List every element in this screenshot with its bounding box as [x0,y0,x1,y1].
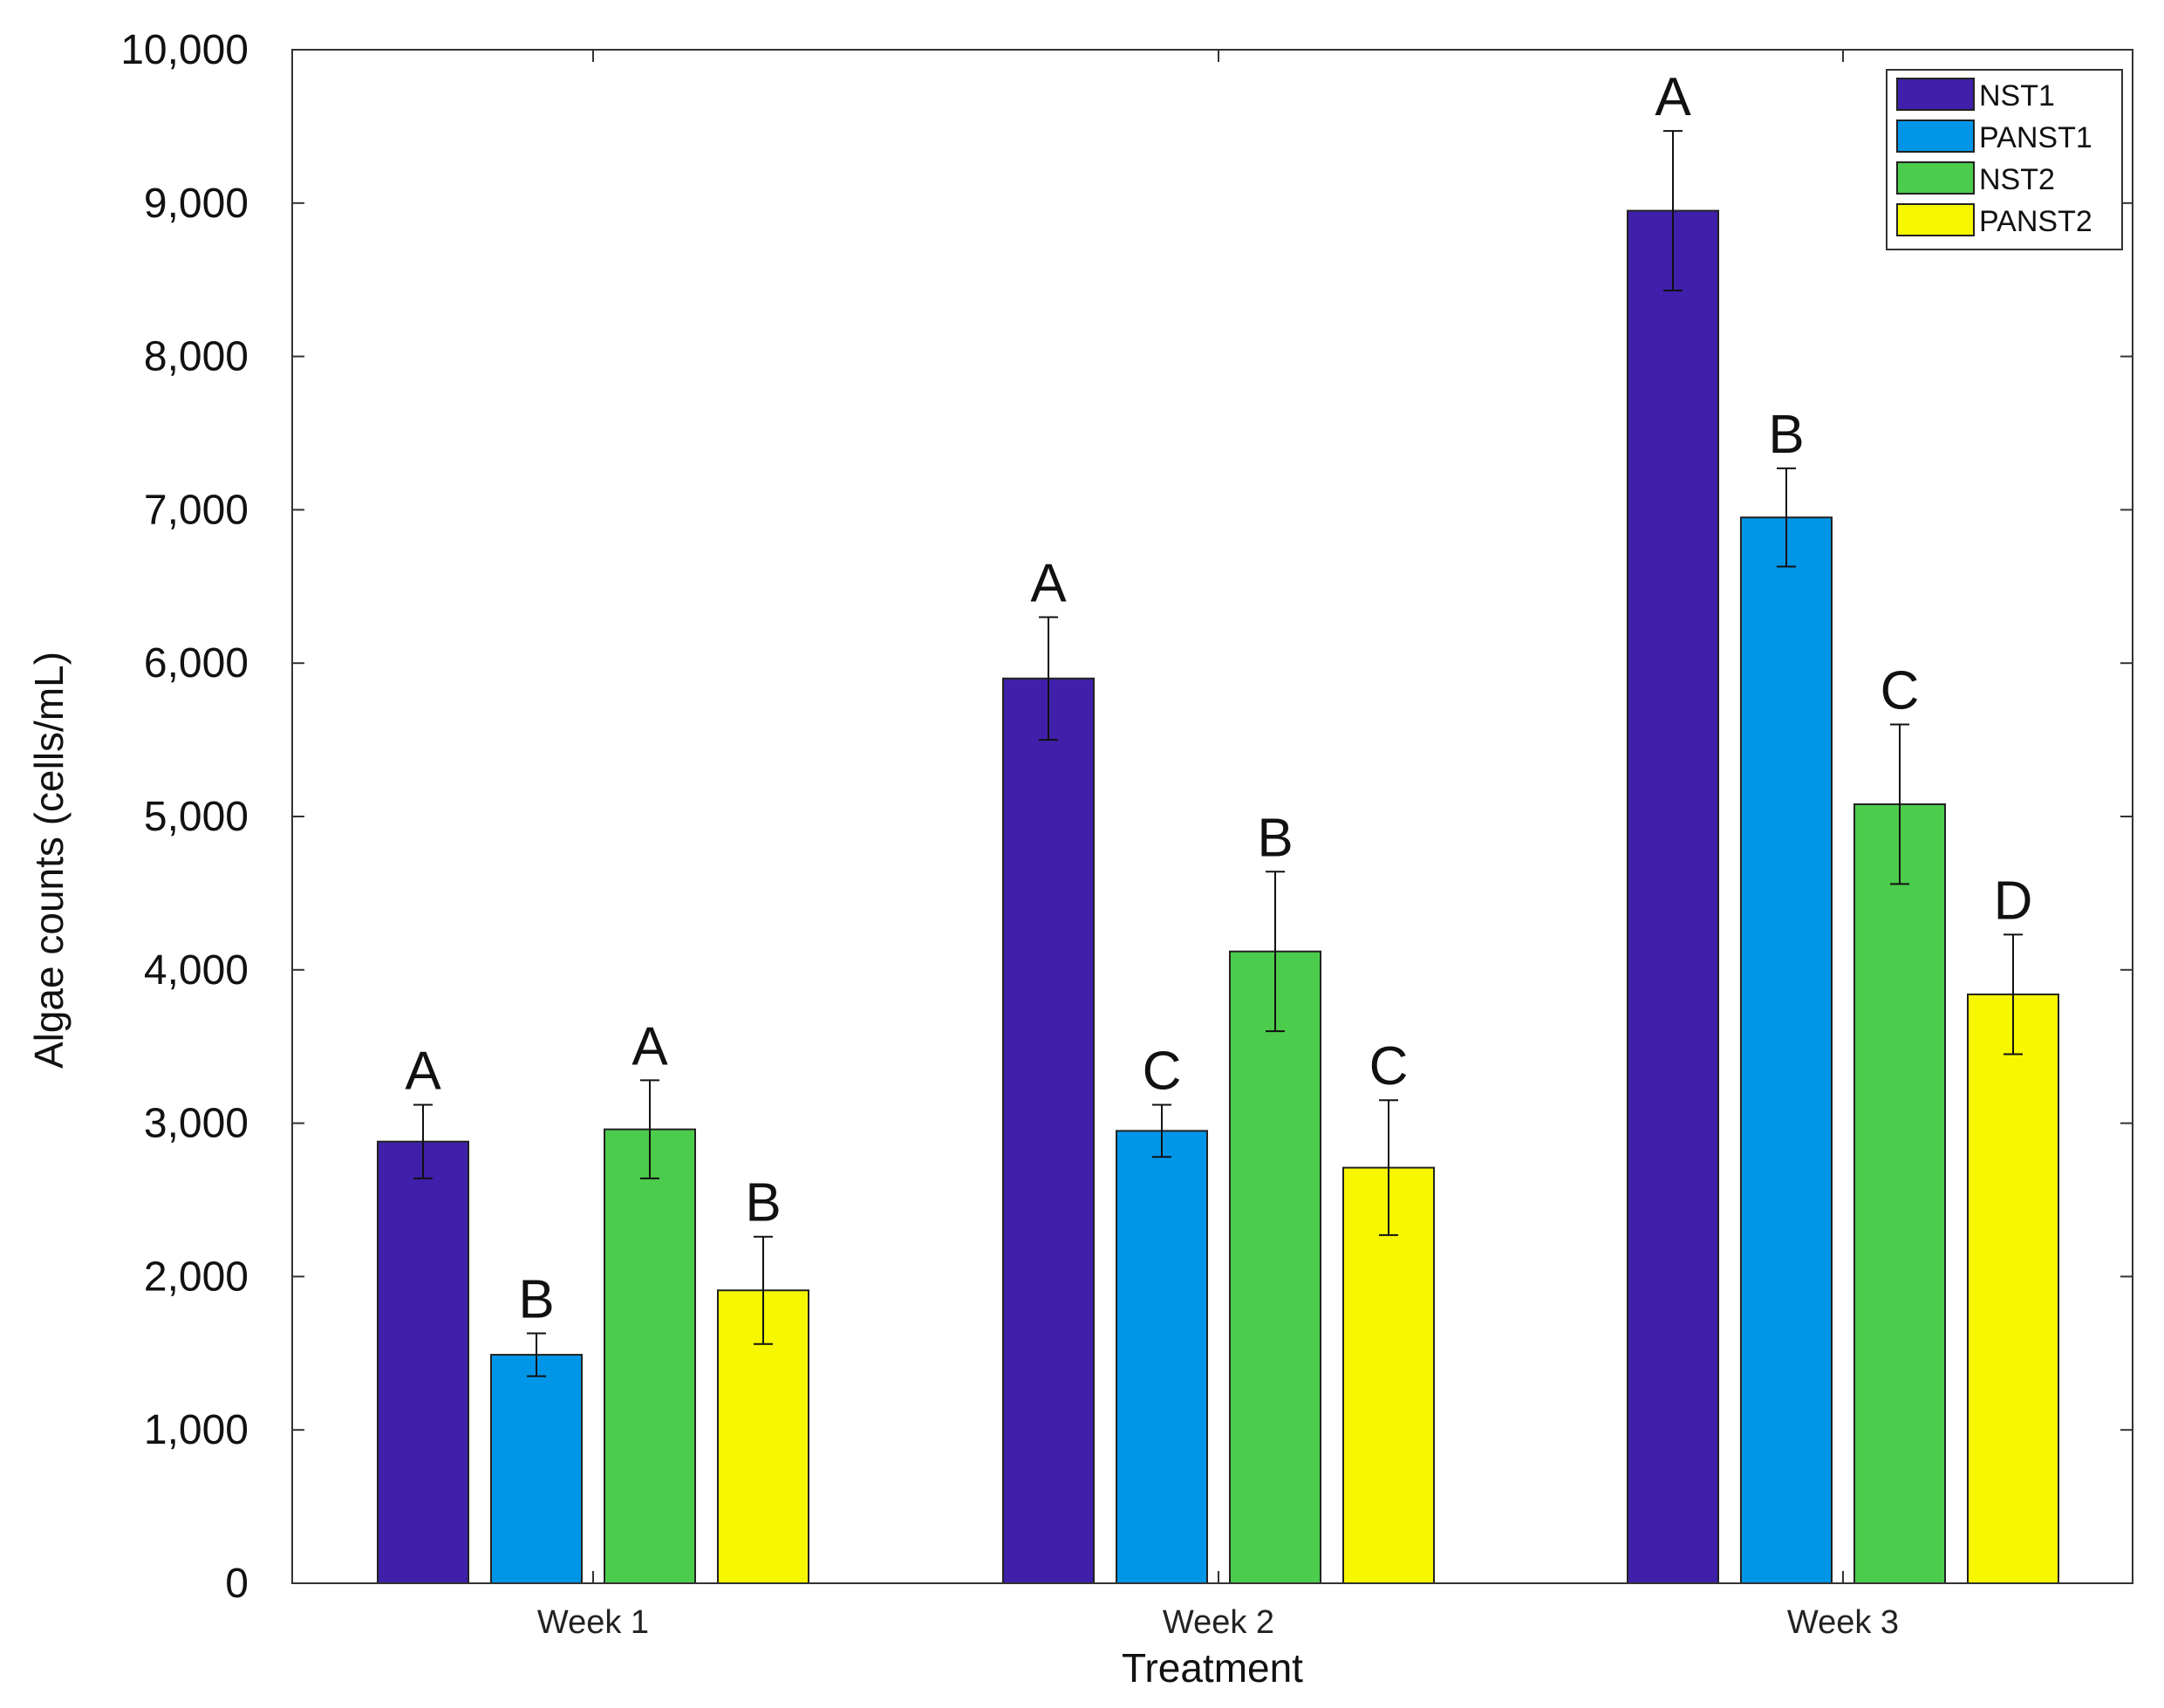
legend-label-nst1: NST1 [1979,79,2055,113]
y-tick-label: 1,000 [144,1407,249,1453]
significance-label: C [1369,1036,1409,1097]
significance-label: B [1257,808,1293,868]
legend-label-panst1: PANST1 [1979,121,2092,154]
bar-nst1-2 [1002,677,1095,1584]
significance-label: B [745,1173,781,1233]
y-tick-label: 4,000 [144,947,249,994]
x-tick-label: Week 2 [1163,1604,1274,1641]
significance-label: D [1994,871,2033,931]
significance-label: A [1030,553,1067,613]
significance-label: A [1655,67,1691,127]
legend-swatch-panst1 [1896,120,1975,153]
x-axis-title: Treatment [1122,1645,1303,1691]
bar-nst1-1 [377,1140,469,1585]
y-tick-label: 10,000 [120,27,249,73]
y-tick-label: 2,000 [144,1254,249,1300]
error-bars-layer [413,130,2023,1377]
x-tick-label: Week 3 [1787,1604,1899,1641]
significance-labels-layer: A A A B C B A B C B C D [405,67,2032,1329]
significance-label: B [518,1269,554,1329]
bar-panst1-3 [1740,516,1833,1585]
y-tick-label: 7,000 [144,487,249,533]
significance-label: A [405,1042,441,1102]
bar-nst1-3 [1627,209,1719,1585]
y-tick-label: 8,000 [144,334,249,380]
significance-label: B [1768,405,1804,465]
axes-layer: 0 1,000 2,000 3,000 4,000 5,000 6,000 7,000 8,00… [120,27,2133,1641]
x-tick-label: Week 1 [537,1604,649,1641]
legend-label-panst2: PANST2 [1979,205,2092,238]
y-axis-title: Algae counts (cells/mL) [26,652,72,1069]
y-tick-label: 3,000 [144,1101,249,1147]
legend-swatch-panst2 [1896,203,1975,236]
y-tick-label: 6,000 [144,640,249,687]
legend-swatch-nst1 [1896,78,1975,111]
legend-swatch-nst2 [1896,161,1975,195]
legend: NST1 PANST1 NST2 PANST2 [1886,69,2123,250]
bar-panst2-3 [1967,993,2059,1584]
significance-label: A [631,1016,668,1076]
significance-label: C [1881,661,1920,721]
bar-nst2-3 [1853,803,1946,1584]
legend-label-nst2: NST2 [1979,163,2055,196]
bar-panst1-2 [1116,1130,1208,1584]
bar-panst1-1 [490,1354,583,1584]
y-tick-label: 0 [225,1561,249,1607]
y-tick-label: 5,000 [144,794,249,840]
bars-layer [377,209,2059,1585]
significance-label: C [1143,1042,1182,1102]
bar-nst2-2 [1229,950,1321,1584]
y-tick-label: 9,000 [144,181,249,227]
bar-nst2-1 [604,1128,696,1584]
